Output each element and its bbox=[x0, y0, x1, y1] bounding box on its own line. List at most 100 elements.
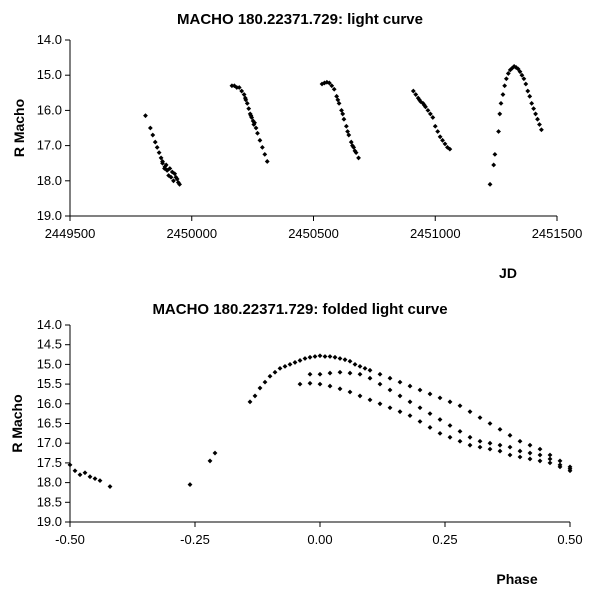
light-curve-data-point bbox=[527, 93, 533, 99]
light-curve-data-point bbox=[413, 92, 419, 97]
light-curve-data-point bbox=[174, 176, 180, 182]
folded-light-curve-data-point bbox=[247, 399, 253, 405]
folded-light-curve-data-point bbox=[407, 383, 413, 389]
light-curve-data-point bbox=[525, 88, 531, 94]
folded-light-curve-data-point bbox=[387, 375, 393, 381]
folded-light-curve-data-point bbox=[347, 358, 353, 364]
folded-light-curve-data-point bbox=[467, 409, 473, 415]
folded-light-curve-data-point bbox=[487, 446, 493, 452]
folded-light-curve-data-point bbox=[322, 354, 328, 359]
folded-light-curve-data-point bbox=[467, 442, 473, 448]
light-curve-data-point bbox=[171, 178, 176, 184]
folded-light-curve-data-point bbox=[557, 462, 563, 468]
light-curve-data-point bbox=[345, 129, 350, 134]
light-curve-data-point bbox=[324, 79, 330, 85]
folded-light-curve-data-point bbox=[347, 389, 353, 395]
folded-light-curve-data-point bbox=[357, 363, 363, 369]
light-curve-data-point bbox=[340, 111, 346, 117]
light-curve-data-point bbox=[430, 115, 436, 120]
folded-light-curve-data-point bbox=[497, 427, 503, 432]
folded-light-curve-data-point bbox=[527, 450, 533, 456]
folded-light-curve-data-point bbox=[362, 365, 368, 371]
folded-light-curve-data-point bbox=[387, 405, 393, 411]
folded-light-curve-data-point bbox=[507, 432, 513, 438]
light-curve-data-point bbox=[491, 162, 497, 168]
light-curve-data-point bbox=[336, 100, 342, 106]
folded-light-curve-data-point bbox=[417, 405, 423, 411]
folded-light-curve-data-point bbox=[397, 393, 403, 399]
light-curve-y-tick-label: 14.0 bbox=[37, 32, 62, 47]
folded-light-curve-y-tick-label: 14.0 bbox=[37, 317, 62, 332]
light-curve-data-point bbox=[519, 72, 525, 78]
folded-light-curve-data-point bbox=[327, 383, 333, 389]
folded-light-curve-data-point bbox=[207, 458, 213, 464]
light-curve-data-point bbox=[350, 143, 355, 148]
light-curve-data-point bbox=[487, 181, 493, 187]
light-curve-data-point bbox=[160, 159, 165, 164]
folded-light-curve-x-tick-label: 0.00 bbox=[307, 532, 332, 547]
folded-light-curve-data-point bbox=[317, 381, 323, 387]
light-curve-data-point bbox=[168, 174, 174, 180]
folded-light-curve-data-point bbox=[282, 363, 288, 369]
folded-light-curve-data-point bbox=[537, 446, 543, 452]
folded-light-curve-data-point bbox=[517, 438, 523, 444]
light-curve-data-point bbox=[435, 129, 441, 134]
light-curve-data-point bbox=[425, 108, 431, 113]
folded-light-curve-data-point bbox=[97, 478, 103, 484]
folded-light-curve-data-point bbox=[387, 387, 393, 393]
folded-light-curve-data-point bbox=[547, 456, 553, 462]
folded-light-curve-data-point bbox=[307, 354, 313, 360]
light-curve-data-point bbox=[175, 180, 181, 185]
light-curve-data-point bbox=[143, 113, 148, 119]
folded-light-curve-data-point bbox=[72, 468, 78, 474]
folded-light-curve-data-point bbox=[477, 438, 483, 444]
folded-light-curve-data-point bbox=[367, 367, 373, 373]
folded-light-curve-data-point bbox=[252, 393, 258, 399]
folded-light-curve-data-point bbox=[457, 438, 463, 444]
light-curve-data-point bbox=[356, 155, 361, 161]
folded-light-curve-y-tick-label: 14.5 bbox=[37, 337, 62, 352]
folded-light-curve-axes: 14.0 14.5 15.0 15.5 16.0 16.5 17.0 17.5 18.0 18.5… bbox=[37, 317, 583, 547]
folded-light-curve-data-point bbox=[77, 472, 83, 478]
light-curve-data-point bbox=[505, 71, 511, 76]
light-curve-data-point bbox=[339, 108, 344, 113]
folded-light-curve-data-point bbox=[547, 452, 553, 458]
light-curve-points bbox=[143, 64, 544, 187]
light-curve-x-tick-label: 2451500 bbox=[532, 226, 583, 241]
folded-light-curve-data-point bbox=[367, 397, 373, 403]
light-curve-x-tick-label: 2451000 bbox=[410, 226, 461, 241]
light-curve-data-point bbox=[535, 116, 540, 122]
folded-light-curve-points bbox=[67, 353, 573, 489]
light-curve-x-tick-label: 2450500 bbox=[288, 226, 339, 241]
folded-light-curve-title: MACHO 180.22371.729: folded light curve bbox=[152, 301, 447, 318]
light-curve-data-point bbox=[253, 125, 259, 131]
light-curve-data-point bbox=[255, 130, 260, 136]
light-curve-data-point bbox=[162, 164, 168, 170]
folded-light-curve-data-point bbox=[507, 444, 513, 450]
folded-light-curve-y-tick-label: 17.0 bbox=[37, 435, 62, 450]
light-curve-data-point bbox=[517, 69, 523, 75]
folded-light-curve-data-point bbox=[337, 356, 343, 361]
folded-light-curve-data-point bbox=[297, 358, 303, 363]
folded-light-curve-data-point bbox=[527, 456, 533, 462]
light-curve-data-point bbox=[164, 167, 170, 173]
light-curve-x-tick-label: 2449500 bbox=[45, 226, 96, 241]
light-curve-data-point bbox=[239, 88, 245, 94]
folded-light-curve-y-tick-label: 19.0 bbox=[37, 514, 62, 529]
folded-light-curve-data-point bbox=[317, 371, 323, 377]
light-curve-svg: MACHO 180.22371.729: light curve R Macho… bbox=[11, 11, 583, 281]
folded-light-curve-y-tick-label: 15.0 bbox=[37, 356, 62, 371]
light-curve-data-point bbox=[234, 85, 240, 90]
folded-light-curve-data-point bbox=[352, 362, 358, 367]
folded-light-curve-data-point bbox=[517, 448, 523, 454]
folded-light-curve-y-axis-label: R Macho bbox=[9, 394, 25, 452]
folded-light-curve-data-point bbox=[507, 452, 513, 458]
light-curve-data-point bbox=[497, 111, 503, 117]
light-curve-data-point bbox=[329, 83, 335, 89]
folded-light-curve-chart: MACHO 180.22371.729: folded light curve … bbox=[0, 300, 600, 600]
light-curve-data-point bbox=[437, 134, 443, 140]
light-curve-y-tick-label: 18.0 bbox=[37, 173, 62, 188]
light-curve-data-point bbox=[440, 137, 445, 143]
folded-light-curve-y-tick-label: 16.0 bbox=[37, 396, 62, 411]
light-curve-data-point bbox=[417, 97, 422, 103]
